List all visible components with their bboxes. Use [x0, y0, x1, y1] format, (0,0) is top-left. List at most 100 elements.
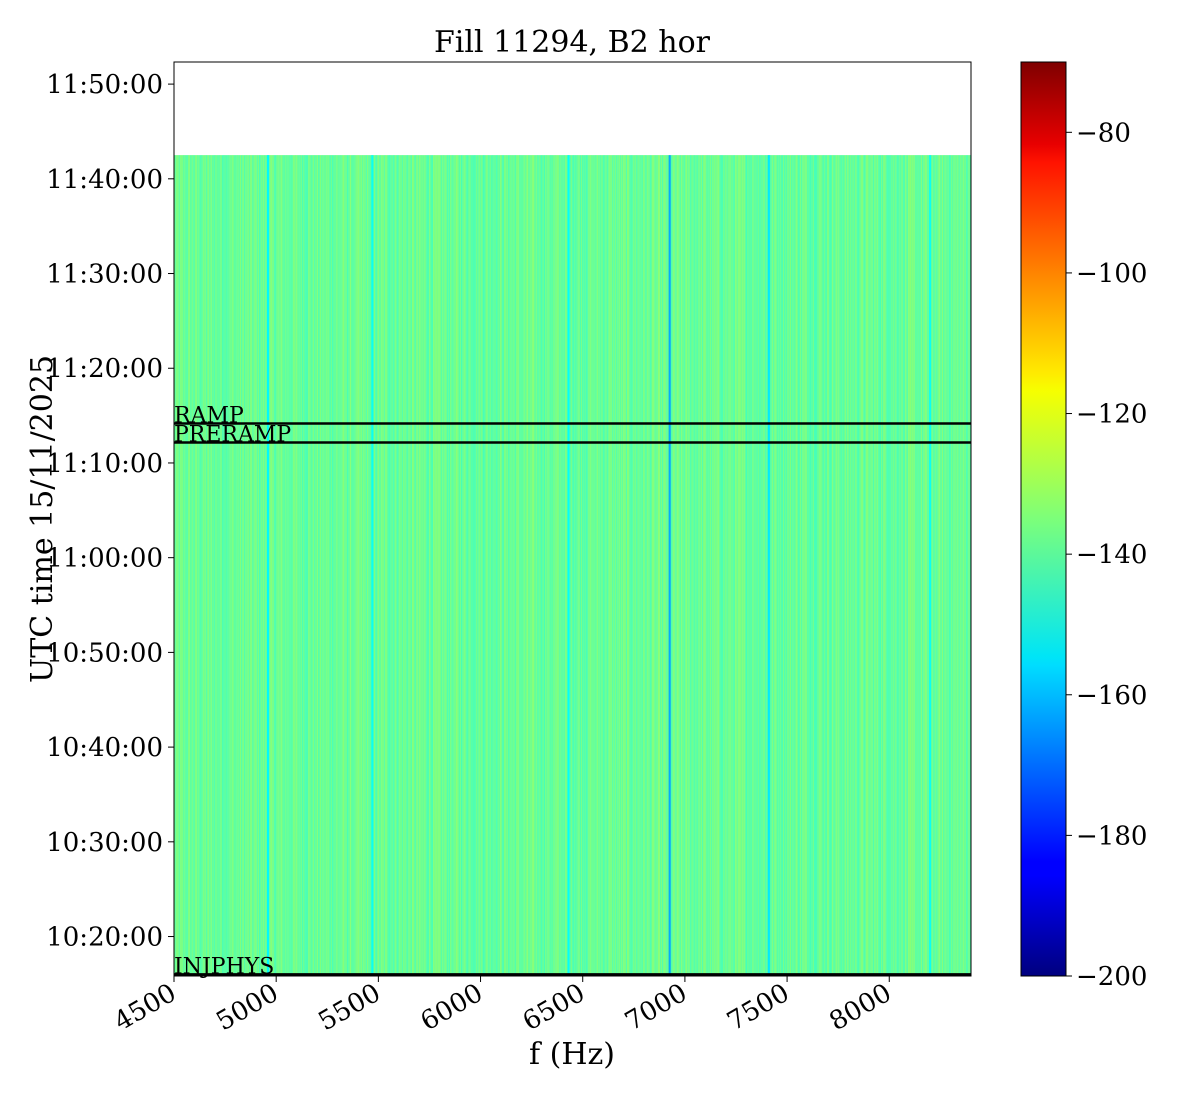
heatmap-column [252, 155, 254, 976]
heatmap-column [807, 155, 809, 976]
heatmap-column [471, 155, 473, 976]
heatmap-column [736, 155, 738, 976]
heatmap-column [469, 155, 471, 976]
heatmap-column [364, 155, 366, 976]
heatmap-column [644, 155, 646, 976]
heatmap-column [497, 155, 499, 976]
heatmap-column [648, 155, 650, 976]
heatmap-column [580, 155, 582, 976]
heatmap-column [392, 155, 394, 976]
heatmap-column [950, 155, 952, 976]
heatmap-column [707, 155, 709, 976]
heatmap-column [218, 155, 221, 976]
heatmap-column [384, 155, 387, 976]
heatmap-column [281, 155, 283, 976]
heatmap-column [907, 155, 909, 976]
heatmap-column [834, 155, 836, 976]
heatmap-column [293, 155, 295, 976]
heatmap-column [952, 155, 954, 976]
y-tick-label: 10:20:00 [46, 923, 163, 953]
heatmap-column [681, 155, 683, 976]
heatmap-column [949, 155, 951, 976]
heatmap-column [885, 155, 888, 976]
heatmap-column [465, 155, 467, 976]
heatmap-column [194, 155, 196, 976]
heatmap-column [800, 155, 802, 976]
heatmap-column [859, 155, 861, 976]
heatmap-column [192, 155, 194, 976]
heatmap-column [331, 155, 333, 976]
heatmap-column [878, 155, 880, 976]
heatmap-column [903, 155, 906, 976]
heatmap-column [498, 155, 500, 976]
heatmap-column [965, 155, 967, 976]
heatmap-column [729, 155, 731, 976]
heatmap-column [254, 155, 257, 976]
heatmap-column [966, 155, 968, 976]
heatmap-column [388, 155, 391, 976]
heatmap-column [241, 155, 243, 976]
heatmap-column [481, 155, 483, 976]
heatmap-column [733, 155, 736, 976]
heatmap-column [187, 155, 190, 976]
x-axis: 4500 5000 5500 6000 6500 7000 7500 8000 [109, 976, 897, 1037]
y-tick-label: 11:00:00 [46, 544, 163, 574]
heatmap-column [205, 155, 207, 976]
heatmap-column [850, 155, 852, 976]
heatmap-column [534, 155, 536, 976]
y-tick-label: 11:20:00 [46, 354, 163, 384]
heatmap-column [842, 155, 844, 976]
heatmap-column [359, 155, 361, 976]
heatmap-column [720, 155, 722, 976]
heatmap-column [428, 155, 430, 976]
heatmap-column [462, 155, 464, 976]
heatmap-column [926, 155, 928, 976]
heatmap-column [918, 155, 920, 976]
heatmap-column [804, 155, 806, 976]
heatmap-column [527, 155, 530, 976]
heatmap-column [581, 155, 583, 976]
heatmap-column [201, 155, 203, 976]
heatmap-column [921, 155, 924, 976]
heatmap-column [430, 155, 432, 976]
heatmap-column [454, 155, 456, 976]
heatmap-column [500, 155, 502, 976]
heatmap-column [332, 155, 334, 976]
heatmap-column [632, 155, 634, 976]
heatmap-column [751, 155, 754, 976]
heatmap-column [313, 155, 315, 976]
heatmap-column [966, 155, 969, 976]
heatmap-column [444, 155, 446, 976]
heatmap-column [845, 155, 847, 976]
heatmap-column [912, 155, 914, 976]
heatmap-column [435, 155, 437, 976]
heatmap-column [367, 155, 369, 976]
heatmap-column [177, 155, 179, 976]
heatmap-column [743, 155, 745, 976]
heatmap-column [494, 155, 496, 976]
heatmap-column [479, 155, 481, 976]
heatmap-column [773, 155, 775, 976]
heatmap-column [217, 155, 219, 976]
heatmap-column [178, 155, 181, 976]
heatmap-column [541, 155, 543, 976]
heatmap-column [750, 155, 752, 976]
heatmap-column [221, 155, 223, 976]
heatmap-column [735, 155, 737, 976]
heatmap-column [327, 155, 329, 976]
heatmap-column [209, 155, 212, 976]
heatmap-column [944, 155, 946, 976]
heatmap-column [251, 155, 253, 976]
heatmap-column [697, 155, 699, 976]
heatmap-column [749, 155, 751, 976]
heatmap-column [577, 155, 579, 976]
heatmap-column [737, 155, 739, 976]
heatmap-column [511, 155, 513, 976]
heatmap-column [914, 155, 916, 976]
heatmap-column [209, 155, 211, 976]
heatmap-column [196, 155, 199, 976]
heatmap-column [210, 155, 212, 976]
heatmap-column [609, 155, 611, 976]
heatmap-column [754, 155, 756, 976]
heatmap-column [509, 155, 512, 976]
